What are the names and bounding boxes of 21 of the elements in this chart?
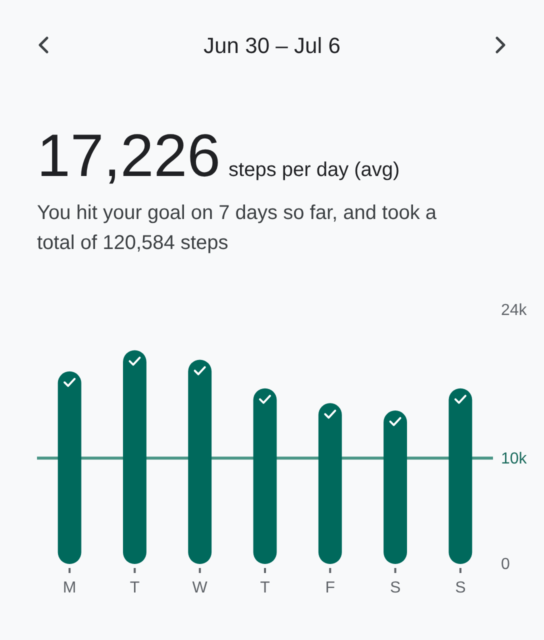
bar [122,350,146,564]
x-tick-label: W [192,579,208,596]
text: steps per day (avg) [228,159,400,181]
bar [448,388,472,564]
y-tick-label: 24k [501,302,528,320]
x-tick-label: S [390,579,401,596]
x-tick-label: T [260,579,270,596]
bar [384,410,408,564]
bar [58,371,82,564]
chart-subtitle: You hit your goal on 7 days so far, and took a total of 120,584 steps [37,202,438,254]
x-tick-label: T [130,579,140,596]
chart-title: Jun 30 – Jul 6 [204,33,340,58]
text: 17,226 [37,122,221,189]
bar [253,388,277,564]
x-tick-label: S [455,579,466,596]
bar [318,403,342,564]
x-tick-label: M [62,579,76,596]
y-tick-label: 0 [501,556,510,574]
y-tick-label: 10k [501,450,528,468]
bar [188,360,212,564]
x-tick-label: F [325,579,336,596]
